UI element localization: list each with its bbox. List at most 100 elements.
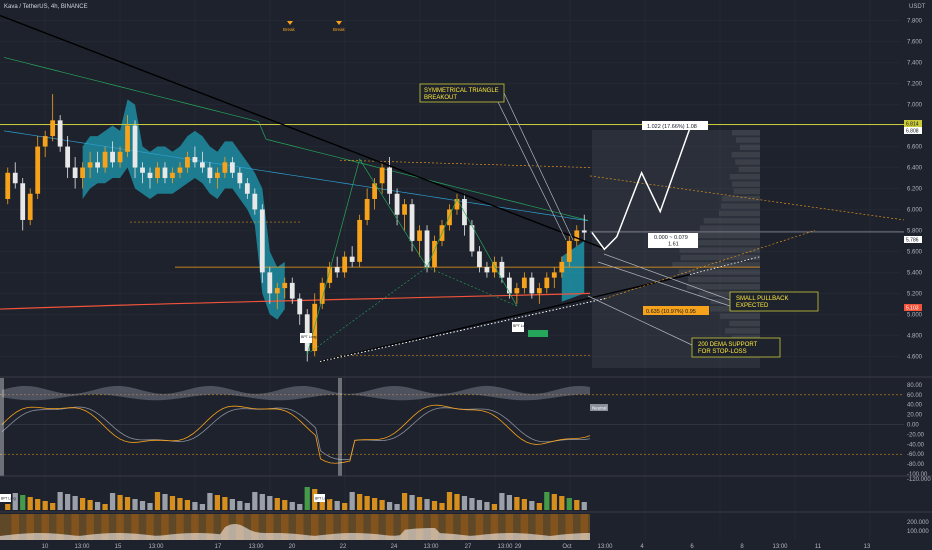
price-tick-8: 6.200 — [907, 187, 923, 193]
candle-body — [394, 193, 400, 215]
osc-tick-1: 60.00 — [907, 393, 923, 399]
triangle-pointer-2 — [497, 101, 567, 241]
candle-body — [80, 167, 86, 179]
volume-bar — [476, 500, 483, 510]
candle-body — [364, 198, 370, 220]
volume-profile-bar — [679, 247, 760, 253]
volume-bar — [446, 492, 453, 510]
price-tick-0: 7.800 — [907, 19, 923, 25]
candle-body — [72, 167, 78, 179]
price-tag-resistance: 6.814 6.808 — [904, 120, 922, 135]
volume-bar — [484, 502, 490, 510]
osc-tick-0: 80.00 — [907, 383, 923, 389]
volume-bar — [431, 501, 438, 510]
candle-body — [484, 267, 490, 273]
bpt-tag-4: BPT Long — [314, 494, 330, 502]
candle-body — [536, 288, 542, 294]
price-tag-resistance-bg — [904, 127, 922, 134]
triangle-line-1: SYMMETRICAL TRIANGLE — [424, 88, 499, 94]
candle-body — [244, 183, 250, 194]
pullback-annotation: SMALL PULLBACK EXPECTED — [597, 253, 819, 312]
bottom-tick-0: 200.000 — [907, 520, 929, 526]
osc-main-line — [1, 404, 591, 464]
volume-bar — [357, 494, 363, 510]
bottom-stripe — [565, 514, 574, 540]
candlesticks — [5, 94, 587, 362]
candle-body — [349, 256, 355, 262]
candle-body — [27, 193, 33, 220]
volume-bar — [237, 501, 243, 510]
volume-bar — [109, 493, 116, 510]
time-tick-8: 24 — [391, 544, 398, 550]
volume-profile-bar — [699, 225, 760, 231]
bottom-stripe — [101, 514, 109, 540]
candle-body — [125, 125, 130, 152]
currency-label: USDT — [909, 4, 926, 10]
candle-body — [521, 277, 527, 289]
volume-bar — [169, 496, 176, 510]
candle-body — [177, 167, 183, 173]
candle-body — [492, 261, 497, 273]
candle-body — [214, 172, 220, 179]
bottom-stripe — [370, 514, 379, 540]
bpt-tag-4-text: BPT Long — [315, 497, 330, 501]
candle-body — [289, 282, 295, 299]
time-tick-6: 20 — [289, 544, 296, 550]
candle-body — [432, 240, 437, 268]
bottom-stripe — [535, 514, 544, 540]
osc-tick-6: -40.00 — [907, 442, 925, 448]
triangle-lower-trendline — [319, 273, 691, 363]
volume-profile-bar — [687, 276, 760, 283]
candle-body — [207, 167, 213, 179]
candle-body — [559, 261, 565, 273]
bottom-stripe — [340, 514, 349, 540]
osc-tick-9: -100.00 — [907, 472, 928, 478]
volume-bar — [401, 493, 408, 510]
pullback-annotation-box — [729, 291, 819, 312]
volume-bar — [207, 493, 213, 510]
dema-pointer — [587, 295, 693, 346]
candle-body — [566, 240, 572, 262]
candle-body — [200, 162, 205, 168]
time-tick-1: 13:00 — [74, 544, 90, 550]
volume-bar — [349, 492, 355, 510]
harmonic-diagonal-1 — [307, 266, 428, 355]
volume-bar — [27, 497, 33, 510]
candle-body — [5, 172, 11, 199]
candle-body — [417, 230, 422, 241]
price-tag-resistance-text: 6.808 — [906, 129, 919, 135]
time-tick-16: 6 — [690, 544, 694, 550]
osc-signal-line — [1, 406, 591, 461]
price-tag-current-text: 5.786 — [906, 238, 919, 244]
candle-body — [20, 183, 26, 220]
price-tick-11: 5.600 — [907, 249, 923, 255]
volume-bar — [259, 494, 265, 510]
triangle-lower-dotted — [689, 256, 761, 275]
candle-body — [267, 272, 273, 294]
price-tag-dema-text: 5.103 — [906, 306, 919, 312]
price-tick-4: 7.000 — [907, 103, 923, 109]
dema-annotation-box — [691, 337, 781, 358]
time-tick-17: 8 — [740, 544, 744, 550]
volume-profile-bar — [725, 328, 760, 334]
triangle-annotation-text: SYMMETRICAL TRIANGLE BREAKOUT — [424, 88, 500, 101]
candle-body — [379, 167, 385, 184]
volume-bar — [267, 496, 273, 510]
bottom-stripe — [191, 514, 199, 540]
volume-profile-bar — [735, 137, 760, 143]
bottom-stripe — [475, 514, 484, 540]
candle-body — [57, 120, 63, 147]
green-signal-box — [528, 330, 548, 337]
candle-body — [327, 267, 333, 283]
price-tag-current-bg — [904, 236, 922, 243]
volume-bar — [342, 503, 348, 510]
volume-bar — [327, 499, 333, 510]
candle-body — [259, 209, 265, 273]
break-label-2: Break — [333, 27, 346, 32]
time-tick-3: 13:00 — [148, 544, 164, 550]
volume-bar — [12, 493, 18, 510]
bottom-stripe — [41, 514, 49, 540]
bpt-tag-3: BPT Long — [0, 494, 16, 502]
candle-body — [162, 167, 168, 179]
volume-bar — [424, 499, 430, 510]
